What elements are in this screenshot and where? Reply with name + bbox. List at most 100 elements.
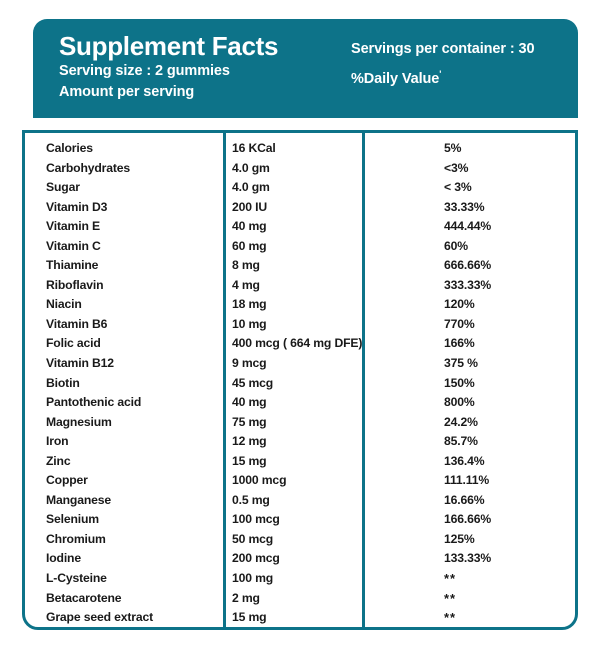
daily-value-footnote-mark: ' [439, 69, 442, 79]
nutrient-amount: 4.0 gm [232, 160, 270, 175]
nutrient-name: Magnesium [46, 414, 112, 429]
nutrient-name: Vitamin B6 [46, 316, 108, 331]
nutrient-daily-value: 125% [444, 531, 475, 546]
nutrient-daily-value: < 3% [444, 180, 472, 195]
table-row: Carbohydrates 4.0 gm <3% [25, 159, 575, 179]
table-row: Sugar 4.0 gm < 3% [25, 178, 575, 198]
nutrient-name: Riboflavin [46, 277, 104, 292]
nutrient-name: Pantothenic acid [46, 395, 142, 410]
header-left-column: Supplement Facts Serving size : 2 gummie… [59, 31, 278, 103]
nutrient-daily-value: 24.2% [444, 414, 478, 429]
nutrient-amount: 200 IU [232, 199, 268, 214]
servings-per-container-label: Servings per container : 30 [351, 41, 535, 57]
nutrient-amount: 50 mcg [232, 531, 274, 546]
nutrient-daily-value: 5% [444, 141, 462, 155]
table-row: Vitamin D3 200 IU 33.33% [25, 198, 575, 218]
nutrient-amount: 4.0 gm [232, 180, 270, 195]
nutrient-amount: 45 mcg [232, 375, 274, 390]
page-title: Supplement Facts [59, 31, 279, 61]
table-row: Pantothenic acid 40 mg 800% [25, 393, 575, 413]
column-divider-daily-value [362, 130, 365, 630]
nutrient-name: Iron [46, 434, 69, 449]
nutrient-amount: 8 mg [232, 258, 260, 273]
nutrient-daily-value: 770% [444, 316, 475, 331]
table-row: Folic acid 400 mcg ( 664 mg DFE) 166% [25, 334, 575, 354]
nutrient-name: Biotin [46, 375, 80, 390]
nutrient-daily-value: 85.7% [444, 434, 478, 449]
nutrition-table-rows: Calories 16 KCal 5% Carbohydrates 4.0 gm <3% S… [25, 139, 575, 628]
nutrient-name: Chromium [46, 531, 106, 546]
nutrient-daily-value: 111.11% [444, 473, 490, 488]
table-row: Thiamine 8 mg 666.66% [25, 256, 575, 276]
nutrient-daily-value: 120% [444, 297, 475, 312]
supplement-facts-header-panel: Supplement Facts Serving size : 2 gummie… [33, 19, 578, 118]
nutrient-name: Betacarotene [46, 590, 122, 605]
nutrient-amount: 16 KCal [232, 141, 276, 155]
column-divider-amount [223, 130, 226, 630]
nutrient-name: Zinc [46, 453, 71, 468]
nutrient-name: L-Cysteine [46, 571, 107, 586]
nutrient-daily-value: 800% [444, 395, 475, 410]
table-row: Iron 12 mg 85.7% [25, 432, 575, 452]
nutrient-daily-value: 16.66% [444, 492, 485, 507]
table-row: Betacarotene 2 mg ** [25, 589, 575, 609]
nutrient-amount: 40 mg [232, 395, 267, 410]
nutrient-amount: 75 mg [232, 414, 267, 429]
nutrient-daily-value: 444.44% [444, 219, 492, 234]
nutrient-amount: 200 mcg [232, 551, 280, 566]
amount-per-serving-label: Amount per serving [59, 84, 195, 100]
nutrient-daily-value: ** [444, 571, 457, 587]
table-row: Zinc 15 mg 136.4% [25, 452, 575, 472]
nutrient-daily-value: 333.33% [444, 277, 492, 292]
nutrient-daily-value: 33.33% [444, 199, 485, 214]
table-row: Selenium 100 mcg 166.66% [25, 510, 575, 530]
nutrient-amount: 0.5 mg [232, 492, 270, 507]
nutrition-table: Calories 16 KCal 5% Carbohydrates 4.0 gm <3% S… [22, 130, 578, 630]
nutrient-daily-value: 666.66% [444, 258, 492, 273]
nutrient-daily-value: 150% [444, 375, 475, 390]
table-row: Iodine 200 mcg 133.33% [25, 549, 575, 569]
nutrient-name: Selenium [46, 512, 99, 527]
nutrient-daily-value: 60% [444, 238, 468, 253]
nutrient-daily-value: 136.4% [444, 453, 485, 468]
nutrient-name: Sugar [46, 180, 80, 195]
nutrient-daily-value: ** [444, 610, 457, 626]
nutrient-name: Copper [46, 473, 88, 488]
nutrient-name: Folic acid [46, 336, 101, 351]
table-row: L-Cysteine 100 mg ** [25, 569, 575, 589]
nutrient-name: Carbohydrates [46, 160, 131, 175]
nutrient-name: Vitamin D3 [46, 199, 108, 214]
nutrient-name: Niacin [46, 297, 82, 312]
nutrient-amount: 400 mcg ( 664 mg DFE) [232, 336, 363, 351]
nutrient-amount: 40 mg [232, 219, 267, 234]
table-row: Copper 1000 mcg 111.11% [25, 471, 575, 491]
nutrient-daily-value: 133.33% [444, 551, 492, 566]
nutrient-amount: 15 mg [232, 610, 267, 625]
header-right-column: Servings per container : 30 %Daily Value… [351, 37, 535, 92]
table-row: Chromium 50 mcg 125% [25, 530, 575, 550]
nutrient-name: Manganese [46, 492, 112, 507]
nutrient-amount: 10 mg [232, 316, 267, 331]
table-row: Manganese 0.5 mg 16.66% [25, 491, 575, 511]
nutrient-amount: 18 mg [232, 297, 267, 312]
nutrient-amount: 15 mg [232, 453, 267, 468]
nutrient-amount: 2 mg [232, 590, 260, 605]
nutrient-daily-value: 375 % [444, 356, 478, 371]
nutrient-name: Grape seed extract [46, 610, 154, 625]
table-row: Vitamin C 60 mg 60% [25, 237, 575, 257]
nutrient-amount: 1000 mcg [232, 473, 287, 488]
daily-value-text: %Daily Value [351, 70, 440, 87]
nutrient-amount: 60 mg [232, 238, 267, 253]
table-row: Riboflavin 4 mg 333.33% [25, 276, 575, 296]
nutrient-name: Thiamine [46, 258, 99, 273]
nutrient-name: Vitamin E [46, 219, 100, 234]
nutrient-name: Calories [46, 141, 93, 155]
nutrient-amount: 9 mcg [232, 356, 267, 371]
nutrient-name: Vitamin B12 [46, 356, 114, 371]
table-row: Biotin 45 mcg 150% [25, 374, 575, 394]
table-row: Grape seed extract 15 mg ** [25, 608, 575, 628]
table-row: Vitamin B6 10 mg 770% [25, 315, 575, 335]
nutrient-name: Vitamin C [46, 238, 101, 253]
nutrient-daily-value: ** [444, 590, 457, 606]
table-row: Vitamin E 40 mg 444.44% [25, 217, 575, 237]
